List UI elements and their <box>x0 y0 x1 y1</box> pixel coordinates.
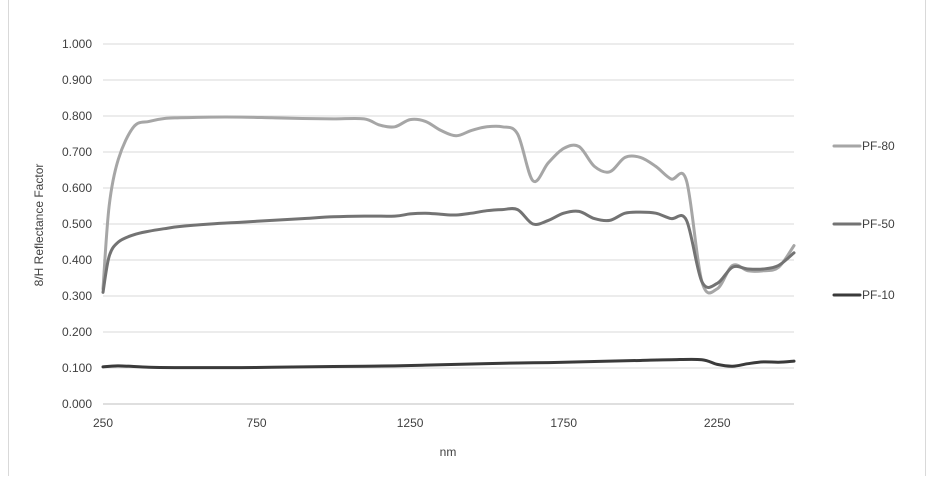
series-lines <box>101 115 796 370</box>
legend-label-pf-80: PF-80 <box>862 139 895 153</box>
y-tick-label: 0.700 <box>62 145 92 159</box>
x-tick-label: 2250 <box>704 416 731 430</box>
y-tick-label: 0.800 <box>62 109 92 123</box>
legend: PF-80 PF-50 PF-10 <box>832 139 895 302</box>
x-tick-label: 1750 <box>550 416 577 430</box>
chart-frame <box>8 0 926 476</box>
y-axis-title: 8/H Reflectance Factor <box>32 164 46 287</box>
y-axis-ticks: 0.000 0.100 0.200 0.300 0.400 0.500 0.600 0.700… <box>62 37 92 411</box>
gridlines <box>103 43 794 405</box>
y-tick-label: 0.300 <box>62 289 92 303</box>
x-tick-label: 250 <box>93 416 113 430</box>
y-tick-label: 1.000 <box>62 37 92 51</box>
x-tick-label: 1250 <box>397 416 424 430</box>
legend-label-pf-50: PF-50 <box>862 217 895 231</box>
series-line-pf-50 <box>101 206 796 294</box>
series-line-pf-10 <box>101 357 796 370</box>
y-tick-label: 0.000 <box>62 397 92 411</box>
legend-label-pf-10: PF-10 <box>862 288 895 302</box>
y-tick-label: 0.400 <box>62 253 92 267</box>
x-axis-ticks: 250 750 1250 1750 2250 <box>93 416 731 430</box>
y-tick-label: 0.200 <box>62 325 92 339</box>
y-tick-label: 0.900 <box>62 73 92 87</box>
y-tick-label: 0.600 <box>62 181 92 195</box>
y-tick-label: 0.100 <box>62 361 92 375</box>
y-tick-label: 0.500 <box>62 217 92 231</box>
x-tick-label: 750 <box>247 416 267 430</box>
series-line-pf-80 <box>101 115 796 295</box>
x-axis-title: nm <box>440 445 457 459</box>
